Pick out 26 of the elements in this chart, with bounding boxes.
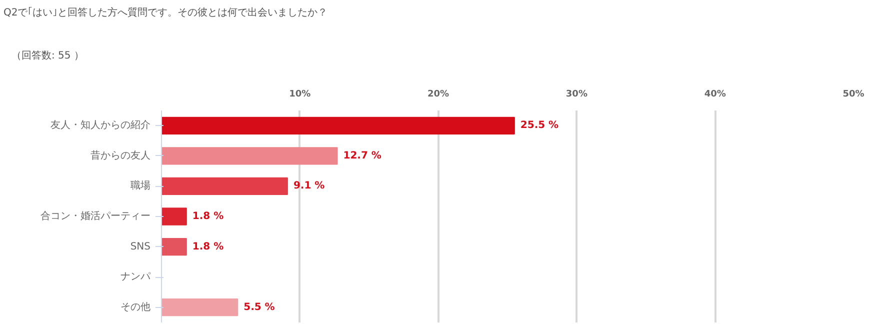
x-tick-label: 10% (289, 90, 311, 100)
bar (162, 208, 187, 226)
bar (162, 177, 288, 196)
y-tick-label: SNS (130, 241, 151, 252)
data-label: 1.8 % (192, 241, 224, 252)
chart-title: Q2で｢はい｣と回答した方へ質問です。その彼とは何で出会いましたか？ (4, 6, 328, 18)
data-label: 1.8 % (192, 211, 224, 222)
x-tick-label: 20% (428, 90, 450, 100)
text: （回答数: 55 ） (12, 50, 84, 62)
bar (162, 238, 187, 256)
y-tick-label: 職場 (130, 180, 150, 192)
y-tick-label: 昔からの友人 (90, 149, 150, 162)
x-tick-label: 50% (842, 90, 864, 100)
bar (162, 298, 238, 316)
bar (162, 147, 338, 165)
x-tick-label: 30% (566, 90, 588, 100)
y-tick-label: その他 (120, 300, 150, 313)
x-tick-label: 40% (704, 90, 726, 100)
data-label: 12.7 % (343, 150, 382, 162)
y-tick-label: 友人・知人からの紹介 (50, 119, 150, 132)
data-label: 5.5 % (244, 302, 275, 313)
y-tick-label: 合コン・婚活パーティー (40, 210, 150, 222)
data-label: 25.5 % (520, 120, 559, 132)
y-tick-label: ナンパ (120, 272, 152, 283)
data-label: 9.1 % (293, 180, 325, 192)
bar (162, 116, 515, 134)
